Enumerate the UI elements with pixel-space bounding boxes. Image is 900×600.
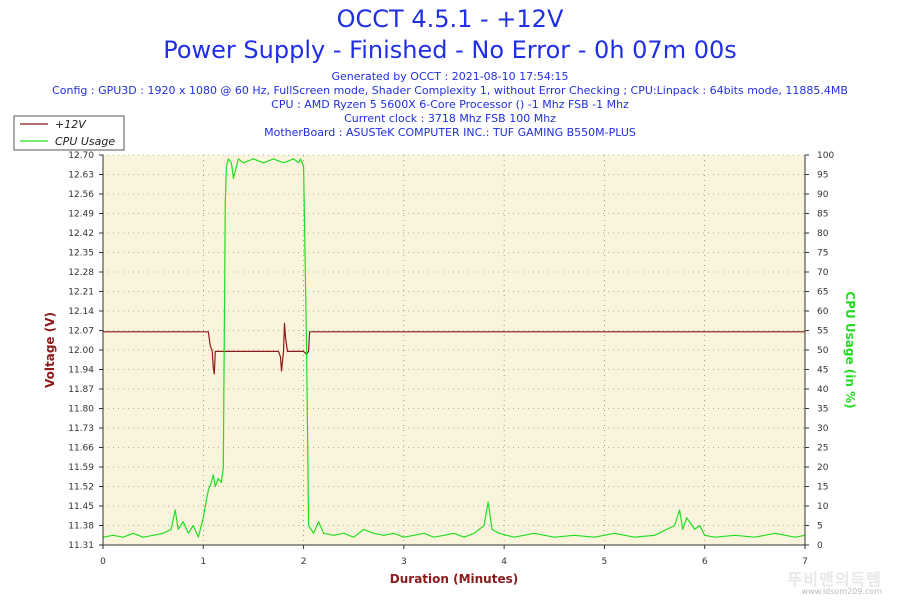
legend-box [13,115,125,151]
y-tick-label: 11.94 [68,366,94,376]
y2-tick-label: 45 [817,366,828,376]
watermark-logo: 뚜비맨의득템 [787,570,882,589]
y-tick-label: 11.87 [68,385,94,395]
y2-tick-label: 25 [817,444,828,454]
x-tick-label: 7 [802,557,808,567]
x-axis-title: Duration (Minutes) [390,572,518,586]
x-tick-label: 5 [602,557,608,567]
y-tick-label: 12.70 [68,151,94,161]
y-tick-label: 12.07 [68,327,94,337]
y-tick-label: 12.21 [68,288,94,298]
y2-tick-label: 40 [817,385,829,395]
y-tick-label: 11.52 [68,483,94,493]
config-info: Config : GPU3D : 1920 x 1080 @ 60 Hz, Fu… [52,84,848,97]
y-tick-label: 12.63 [68,171,94,181]
x-tick-label: 6 [702,557,708,567]
legend: +12V CPU Usage [13,115,125,151]
y2-tick-label: 30 [817,424,829,434]
y2-tick-label: 95 [817,171,828,181]
x-tick-label: 2 [301,557,307,567]
y2-tick-label: 0 [817,541,823,551]
y-tick-label: 11.31 [68,541,94,551]
x-tick-label: 1 [200,557,206,567]
y-tick-label: 12.42 [68,229,94,239]
y-tick-label: 12.14 [68,307,94,317]
legend-label-cpu: CPU Usage [55,135,115,148]
generated-info: Generated by OCCT : 2021-08-10 17:54:15 [331,70,569,83]
series-group [102,158,806,538]
y2-tick-label: 75 [817,249,828,259]
y2-tick-label: 10 [817,502,829,512]
y2-tick-label: 55 [817,327,828,337]
legend-label-voltage: +12V [55,118,87,131]
x-tick-label: 4 [501,557,507,567]
y-tick-label: 11.59 [68,463,94,473]
y-axis-title: Voltage (V) [43,312,57,388]
y2-axis-title: CPU Usage (in %) [843,291,857,408]
y-tick-label: 11.80 [68,405,94,415]
y-tick-label: 12.00 [68,346,94,356]
y2-tick-label: 60 [817,307,829,317]
y-tick-label: 12.35 [68,249,94,259]
y2-tick-label: 70 [817,268,829,278]
y-tick-label: 11.38 [68,522,94,532]
y2-tick-label: 90 [817,190,829,200]
y2-tick-label: 20 [817,463,829,473]
y2-tick-label: 35 [817,405,828,415]
y-tick-label: 12.28 [68,268,94,278]
y2-tick-label: 15 [817,483,828,493]
x-axis-ticks: 0 1 2 3 4 5 6 7 [100,545,808,567]
series-line-voltage [103,322,805,375]
series-line-cpu-usage [102,158,806,538]
chart-subtitle: Power Supply - Finished - No Error - 0h … [163,36,737,64]
watermark-url: www.idsom209.com [801,587,883,596]
y-tick-label: 12.56 [68,190,94,200]
y2-tick-label: 80 [817,229,829,239]
y-tick-label: 11.66 [68,444,94,454]
y2-tick-label: 50 [817,346,829,356]
motherboard-info: MotherBoard : ASUSTeK COMPUTER INC.: TUF… [264,126,636,139]
left-axis-ticks: 11.31 11.38 11.45 11.52 11.59 11.66 11.73 11.80… [68,151,103,551]
x-tick-label: 3 [401,557,407,567]
y2-tick-label: 85 [817,210,828,220]
y2-tick-label: 5 [817,522,823,532]
y-tick-label: 11.45 [68,502,94,512]
cpu-info: CPU : AMD Ryzen 5 5600X 6-Core Processor… [271,98,629,111]
y2-tick-label: 100 [817,151,834,161]
right-axis-ticks: 0 5 10 15 20 25 30 35 40 45 50 55 60 65 70 75 80 85 90 95 10… [805,151,834,551]
clock-info: Current clock : 3718 Mhz FSB 100 Mhz [344,112,556,125]
y2-tick-label: 65 [817,288,828,298]
y-tick-label: 11.73 [68,424,94,434]
chart-title: OCCT 4.5.1 - +12V [336,5,564,33]
x-tick-label: 0 [100,557,106,567]
y-tick-label: 12.49 [68,210,94,220]
